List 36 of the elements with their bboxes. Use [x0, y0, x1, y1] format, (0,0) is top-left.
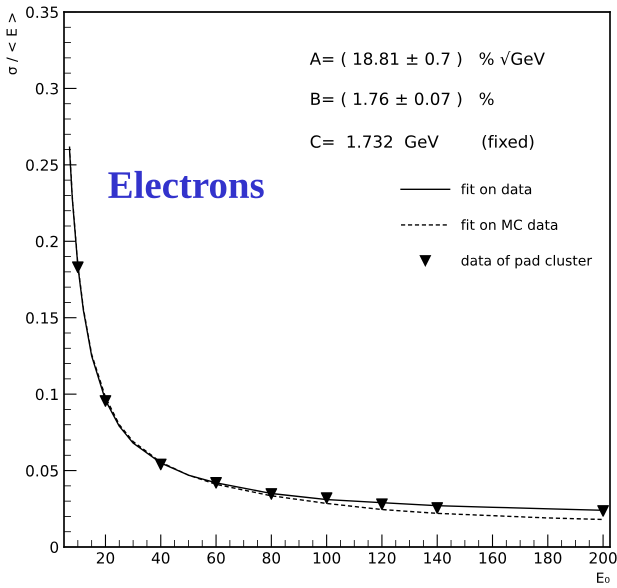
point: [72, 261, 84, 274]
point: [597, 505, 609, 517]
x-tick-label: 140: [424, 552, 451, 564]
x-tick-label: 20: [96, 552, 114, 564]
annotation: B= ( 1.76 ± 0.07 ) %: [311, 92, 494, 108]
x-tick-label: 80: [262, 552, 280, 564]
annotation: Electrons: [108, 170, 264, 198]
point: [431, 502, 444, 514]
x-tick-label: 60: [207, 552, 225, 564]
y-tick-label: 0.05: [26, 465, 58, 477]
y-tick-label: 0.1: [36, 388, 58, 400]
x-tick-label: 40: [152, 552, 170, 564]
y-tick-label: 0.25: [26, 159, 58, 171]
x-tick-label: 160: [480, 552, 506, 564]
point: [100, 395, 112, 407]
point: [210, 476, 222, 489]
point: [265, 488, 278, 500]
y-tick-label: 0: [50, 541, 58, 554]
point: [154, 458, 167, 470]
legend-label: data of pad cluster: [462, 254, 592, 268]
y-tick-label: 0.3: [36, 82, 58, 94]
legend-label: fit on MC data: [461, 219, 558, 230]
x-tick-label: 200: [590, 552, 617, 564]
x-tick-label: 100: [314, 552, 340, 564]
annotation: C= 1.732 GeV (fixed): [310, 135, 534, 150]
y-axis-title: σ / < E >: [6, 13, 18, 74]
point: [320, 492, 332, 504]
legend-label: fit on data: [461, 184, 532, 194]
annotation: A= ( 18.81 ± 0.7 ) % √GeV: [310, 51, 545, 67]
x-tick-label: 120: [369, 552, 396, 564]
x-tick-label: 180: [534, 552, 562, 564]
y-tick-label: 0.35: [26, 6, 58, 18]
x-axis-title: E₀: [597, 572, 610, 583]
y-tick-label: 0.2: [36, 236, 58, 248]
y-tick-label: 0.15: [26, 312, 58, 324]
point: [376, 498, 388, 510]
